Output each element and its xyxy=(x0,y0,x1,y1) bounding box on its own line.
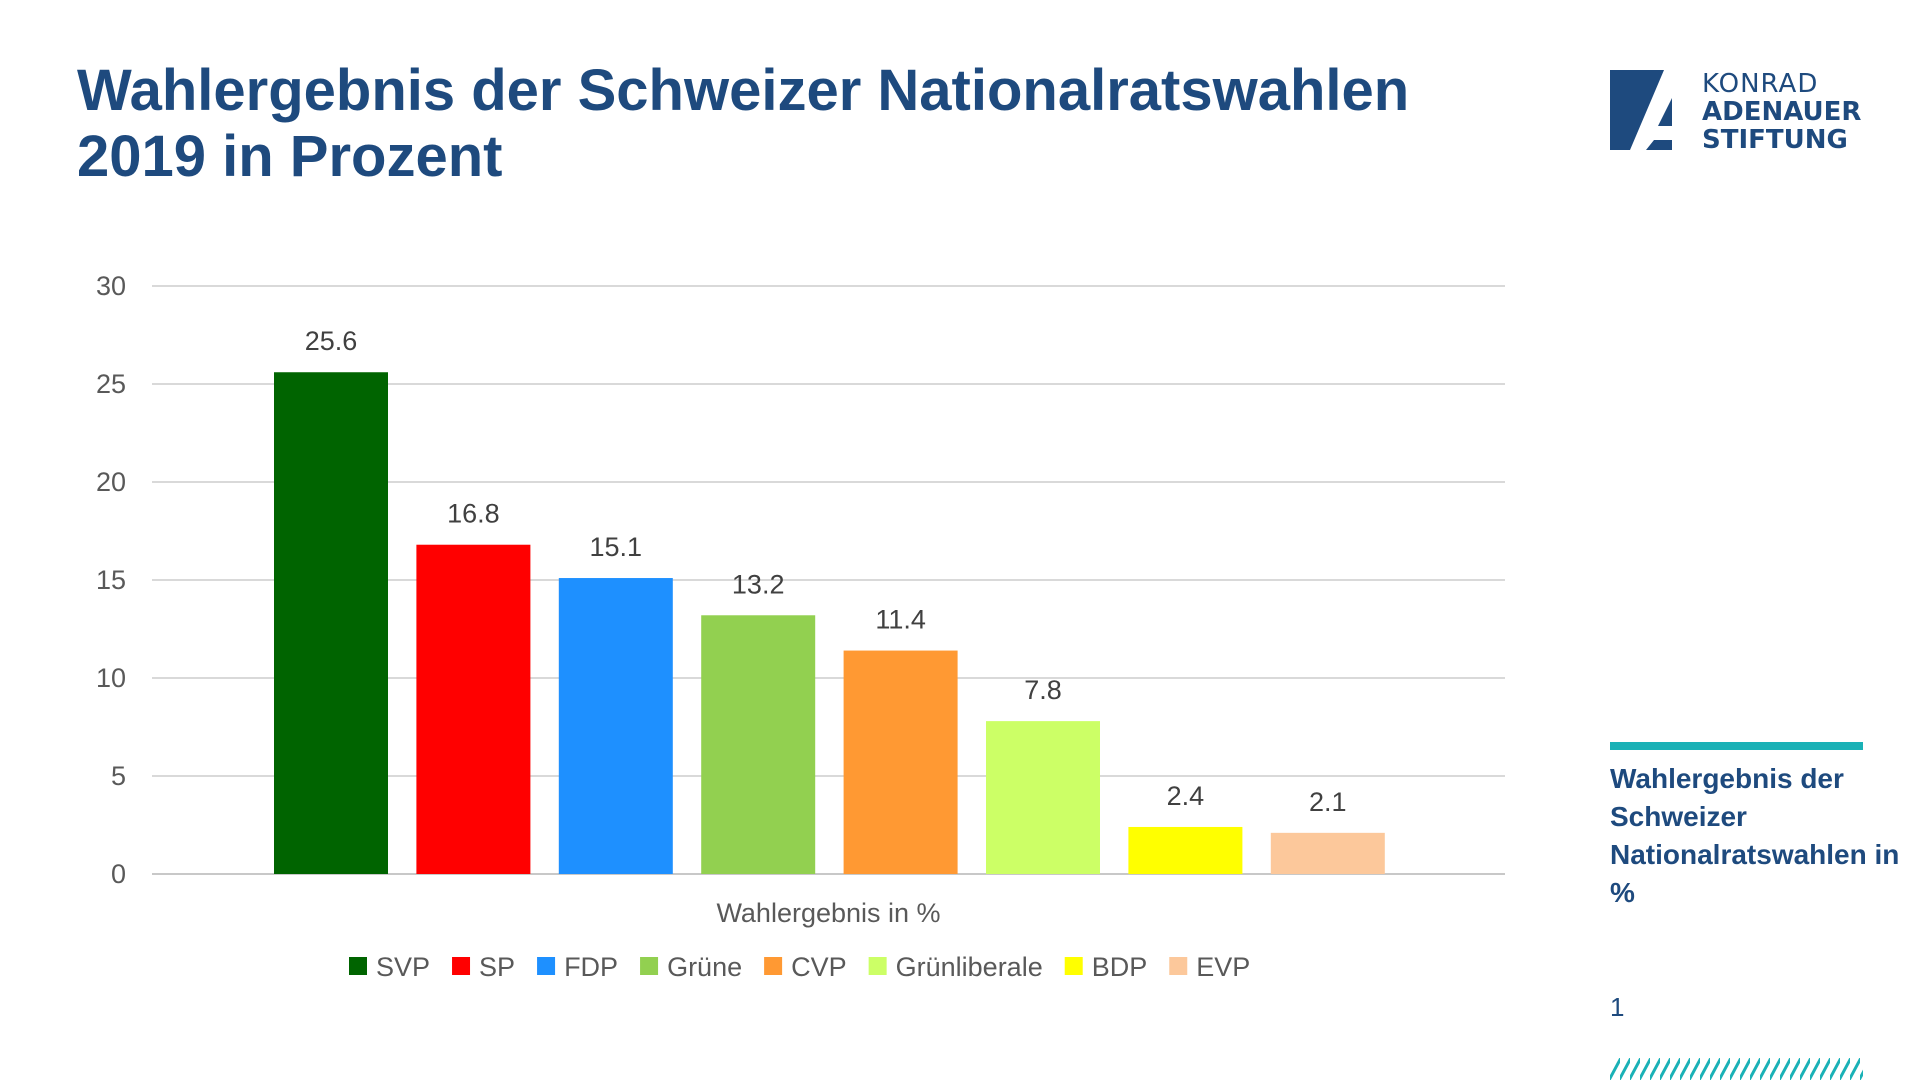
data-label: 16.8 xyxy=(447,499,500,529)
bar-bdp xyxy=(1128,826,1243,874)
legend-swatch xyxy=(1169,957,1188,975)
hatch-decoration xyxy=(1610,1058,1863,1080)
data-label: 15.1 xyxy=(590,532,643,562)
data-label: 25.6 xyxy=(305,326,358,356)
data-label: 13.2 xyxy=(732,569,785,599)
legend-swatch xyxy=(868,957,887,975)
legend-item-label: Grünliberale xyxy=(896,952,1043,982)
bar-evp xyxy=(1270,832,1385,874)
bar-cvp xyxy=(843,650,958,874)
legend-swatch xyxy=(764,957,783,975)
legend-item-label: BDP xyxy=(1092,952,1148,982)
legend-swatch xyxy=(349,957,367,975)
data-label: 7.8 xyxy=(1024,675,1062,705)
kas-logo-mark-icon xyxy=(1610,70,1690,150)
slide-title: Wahlergebnis der Schweizer Nationalratsw… xyxy=(77,58,1410,189)
legend-item-label: SP xyxy=(479,952,515,982)
logo-line-konrad: KONRAD xyxy=(1702,69,1819,99)
kas-logo: KONRAD ADENAUER STIFTUNG xyxy=(1610,70,1870,156)
y-tick-label: 30 xyxy=(96,271,126,301)
legend-item-label: FDP xyxy=(564,952,618,982)
bar-fdp xyxy=(558,578,673,874)
accent-bar xyxy=(1610,742,1863,750)
data-label: 2.4 xyxy=(1167,781,1205,811)
y-tick-label: 10 xyxy=(96,663,126,693)
y-tick-label: 15 xyxy=(96,565,126,595)
legend-item-label: Grüne xyxy=(667,952,742,982)
side-label: Wahlergebnis der Schweizer Nationalratsw… xyxy=(1610,763,1900,908)
y-tick-label: 25 xyxy=(96,369,126,399)
legend-swatch xyxy=(1064,957,1083,975)
data-label: 11.4 xyxy=(875,605,926,635)
logo-line-stiftung: STIFTUNG xyxy=(1702,125,1848,155)
legend-item-label: CVP xyxy=(791,952,847,982)
y-tick-label: 5 xyxy=(111,761,126,791)
x-axis-label: Wahlergebnis in % xyxy=(716,898,940,928)
bar-sp xyxy=(416,544,531,874)
legend-swatch xyxy=(640,957,659,975)
legend-item-label: SVP xyxy=(376,952,430,982)
data-label: 2.1 xyxy=(1309,787,1347,817)
bar-svp xyxy=(274,372,388,874)
y-tick-label: 20 xyxy=(96,467,126,497)
legend-swatch xyxy=(537,957,556,975)
page-number: 1 xyxy=(1610,992,1625,1022)
logo-line-adenauer: ADENAUER xyxy=(1702,97,1862,127)
bar-grünliberale xyxy=(986,721,1100,874)
bar-grüne xyxy=(701,615,816,874)
y-tick-label: 0 xyxy=(111,859,126,889)
legend-item-label: EVP xyxy=(1196,952,1250,982)
legend-swatch xyxy=(452,957,471,975)
